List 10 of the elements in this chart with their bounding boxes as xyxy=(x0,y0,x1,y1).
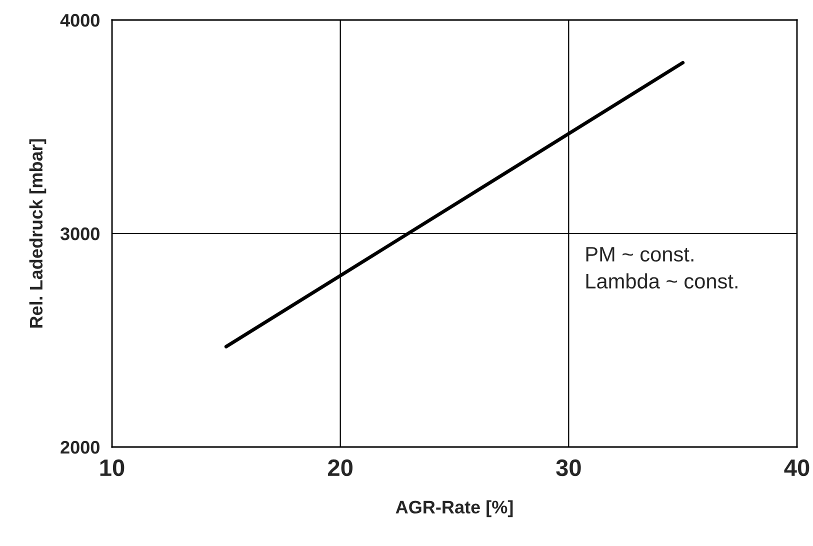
annotation: PM ~ const. Lambda ~ const. xyxy=(586,247,738,289)
x-tick-label: 10 xyxy=(100,459,124,476)
y-tick-label: 3000 xyxy=(60,227,100,240)
x-tick-label: 30 xyxy=(556,459,581,476)
x-tick-label: 40 xyxy=(784,459,810,476)
y-tick-label: 4000 xyxy=(60,14,100,27)
y-tick-label: 2000 xyxy=(60,440,100,454)
x-axis-title: AGR-Rate [%] xyxy=(396,500,513,518)
y-axis-title: Rel. Ladedruck [mbar] xyxy=(29,139,46,328)
x-tick-label: 20 xyxy=(328,459,352,476)
